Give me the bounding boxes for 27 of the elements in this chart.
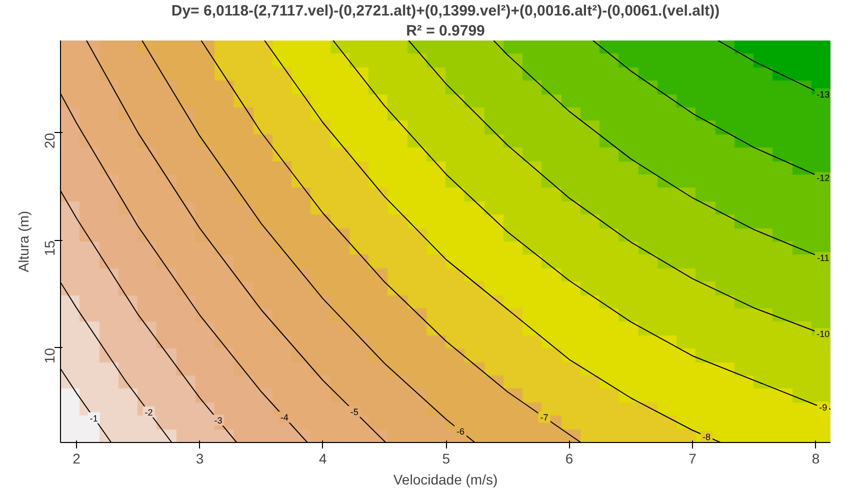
y-axis-title: Altura (m) (16, 210, 32, 272)
x-tick-label: 7 (688, 450, 697, 466)
series-label: -2 (144, 407, 153, 418)
x-tick-label: 2 (72, 450, 81, 466)
series-label: -8 (702, 432, 711, 442)
series-label: -11 (816, 252, 830, 263)
series-label: -7 (540, 412, 548, 423)
x-axis-title: Velocidade (m/s) (393, 472, 498, 488)
series-label: -9 (819, 402, 828, 413)
series-label: -10 (816, 329, 830, 340)
series-label: -5 (350, 406, 358, 417)
series-label: -12 (816, 172, 830, 183)
series-label: -1 (90, 413, 98, 424)
x-tick-label: 3 (196, 450, 204, 466)
x-tick-label: 5 (442, 450, 450, 466)
series-label: -6 (456, 426, 464, 436)
series-label: -4 (280, 412, 288, 423)
x-tick-label: 4 (319, 450, 328, 466)
x-tick-label: 6 (565, 450, 574, 466)
x-tick-label: 8 (812, 450, 820, 466)
series-label: -13 (816, 89, 830, 100)
y-tick-label: 20 (42, 132, 58, 149)
series-label: -3 (214, 416, 222, 426)
y-tick-label: 10 (42, 348, 58, 364)
chart-title: Dy= 6,0118-(2,7117.vel)-(0,2721.alt)+(0,1399.vel²)+(0,0016.alt²)-(0,0061.(vel.alt)) (171, 2, 720, 20)
y-tick-label: 15 (42, 240, 58, 256)
chart-subtitle: R² = 0.9799 (406, 22, 485, 40)
